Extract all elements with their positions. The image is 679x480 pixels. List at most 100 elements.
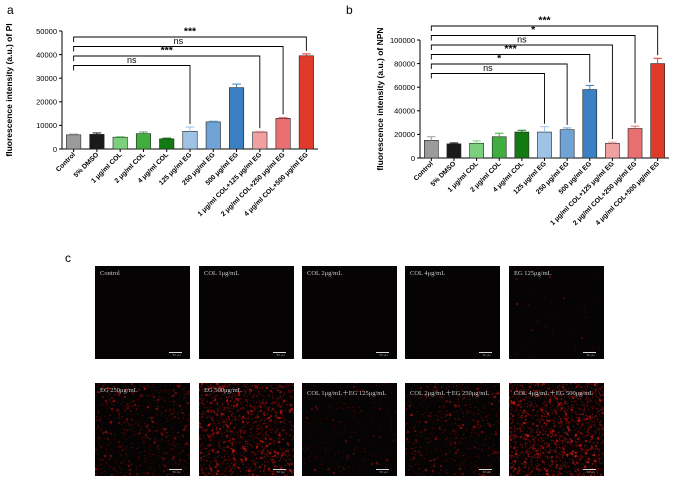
micrograph-fluorescence: [95, 383, 190, 476]
y-axis-label: fluorescence intensity (a.u.) of PI: [4, 23, 14, 156]
significance-bracket: [430, 35, 636, 124]
scale-bar: [273, 469, 286, 470]
significance-bracket: [430, 73, 545, 124]
significance-bracket: [430, 63, 568, 125]
micrograph-tile: EG 500μg/mL 50 μm: [199, 383, 294, 476]
bar: [537, 131, 552, 159]
micrograph-fluorescence: [199, 266, 294, 359]
micrograph-tile: COL 1μg/mL＋EG 125μg/mL 50 μm: [302, 383, 397, 476]
panel-label-b: b: [346, 3, 353, 17]
y-tick-label: 20000: [36, 98, 57, 107]
micrograph-label: EG 500μg/mL: [204, 387, 242, 394]
micrograph-label: COL 4μg/mL＋EG 500μg/mL: [514, 390, 594, 397]
micrograph-tile: EG 125μg/mL 50 μm: [509, 266, 604, 359]
significance-label: ***: [161, 45, 174, 57]
significance-bracket: [430, 25, 659, 56]
micrograph-label: COL 2μg/mL: [307, 270, 343, 277]
bar: [89, 134, 105, 150]
x-tick-label: Control: [55, 151, 77, 173]
scale-bar: [376, 469, 389, 470]
micrograph-label: EG 250μg/mL: [100, 387, 138, 394]
micrograph-tile: COL 4μg/mL＋EG 500μg/mL 50 μm: [509, 383, 604, 476]
scale-bar-text: 50 μm: [276, 353, 285, 357]
bar: [582, 89, 598, 159]
y-axis-label: fluorescence intensity (a.u.) of NPN: [375, 27, 385, 170]
bar: [182, 131, 198, 150]
micrograph-label: Control: [100, 270, 120, 277]
scale-bar: [169, 469, 182, 470]
bar: [469, 142, 484, 159]
bar: [627, 128, 643, 159]
y-tick-label: 40000: [394, 107, 415, 116]
significance-bracket: [73, 46, 284, 115]
micrograph-fluorescence: [302, 266, 397, 359]
significance-bracket: [73, 55, 261, 129]
scale-bar: [479, 469, 492, 470]
y-tick-label: 10000: [36, 121, 57, 130]
x-tick-label: Control: [413, 160, 435, 182]
micrograph-label: COL 4μg/mL: [410, 270, 446, 277]
scale-bar: [479, 352, 492, 353]
y-tick-label: 0: [411, 154, 415, 163]
scale-bar-text: 50 μm: [276, 470, 285, 474]
bar: [514, 131, 530, 159]
micrograph-fluorescence: [199, 383, 294, 476]
bar: [446, 143, 462, 159]
bar: [252, 131, 268, 150]
significance-label: ns: [517, 35, 527, 45]
micrograph-tile: COL 4μg/mL 50 μm: [405, 266, 500, 359]
y-tick-label: 30000: [36, 74, 57, 83]
bar: [491, 136, 507, 159]
micrograph-fluorescence: [509, 383, 604, 476]
y-tick-label: 0: [53, 145, 57, 154]
y-tick-label: 100000: [390, 36, 415, 45]
scale-bar-text: 50 μm: [172, 353, 181, 357]
scale-bar-text: 50 μm: [482, 353, 491, 357]
micrograph-tile: COL 2μg/mL 50 μm: [302, 266, 397, 359]
significance-label: ns: [127, 55, 137, 65]
significance-label: ***: [184, 26, 197, 38]
bar: [275, 118, 291, 150]
micrograph-tile: COL 1μg/mL 50 μm: [199, 266, 294, 359]
y-tick-label: 60000: [394, 83, 415, 92]
micrograph-tile: EG 250μg/mL 50 μm: [95, 383, 190, 476]
significance-bracket: [430, 44, 613, 140]
significance-label: ***: [504, 43, 517, 55]
y-tick-label: 80000: [394, 59, 415, 68]
scale-bar-text: 50 μm: [379, 470, 388, 474]
bar: [66, 134, 82, 150]
scale-bar: [273, 352, 286, 353]
micrograph-fluorescence: [95, 266, 190, 359]
scale-bar: [583, 352, 596, 353]
bar: [605, 142, 620, 159]
bar: [112, 136, 128, 150]
micrograph-label: EG 125μg/mL: [514, 270, 552, 277]
bar: [298, 55, 314, 150]
scale-bar-text: 50 μm: [482, 470, 491, 474]
bar: [559, 129, 575, 159]
significance-label: ***: [538, 15, 551, 27]
significance-bracket: [73, 36, 307, 51]
scale-bar: [583, 469, 596, 470]
micrograph-fluorescence: [405, 383, 500, 476]
scale-bar: [376, 352, 389, 353]
panel-label-a: a: [7, 3, 14, 17]
scale-bar-text: 50 μm: [586, 470, 595, 474]
scale-bar: [169, 352, 182, 353]
significance-label: *: [531, 24, 536, 36]
bar: [424, 140, 439, 159]
y-tick-label: 50000: [36, 27, 57, 36]
bar: [159, 138, 175, 150]
micrograph-fluorescence: [302, 383, 397, 476]
significance-bracket: [430, 54, 591, 83]
bar: [650, 63, 665, 159]
scale-bar-text: 50 μm: [172, 470, 181, 474]
bar: [205, 121, 221, 150]
scale-bar-text: 50 μm: [586, 353, 595, 357]
micrograph-label: COL 1μg/mL: [204, 270, 240, 277]
micrograph-tile: Control 50 μm: [95, 266, 190, 359]
micrograph-fluorescence: [509, 266, 604, 359]
significance-label: ns: [174, 36, 184, 46]
bar: [229, 87, 245, 150]
micrograph-tile: COL 2μg/mL＋EG 250μg/mL 50 μm: [405, 383, 500, 476]
